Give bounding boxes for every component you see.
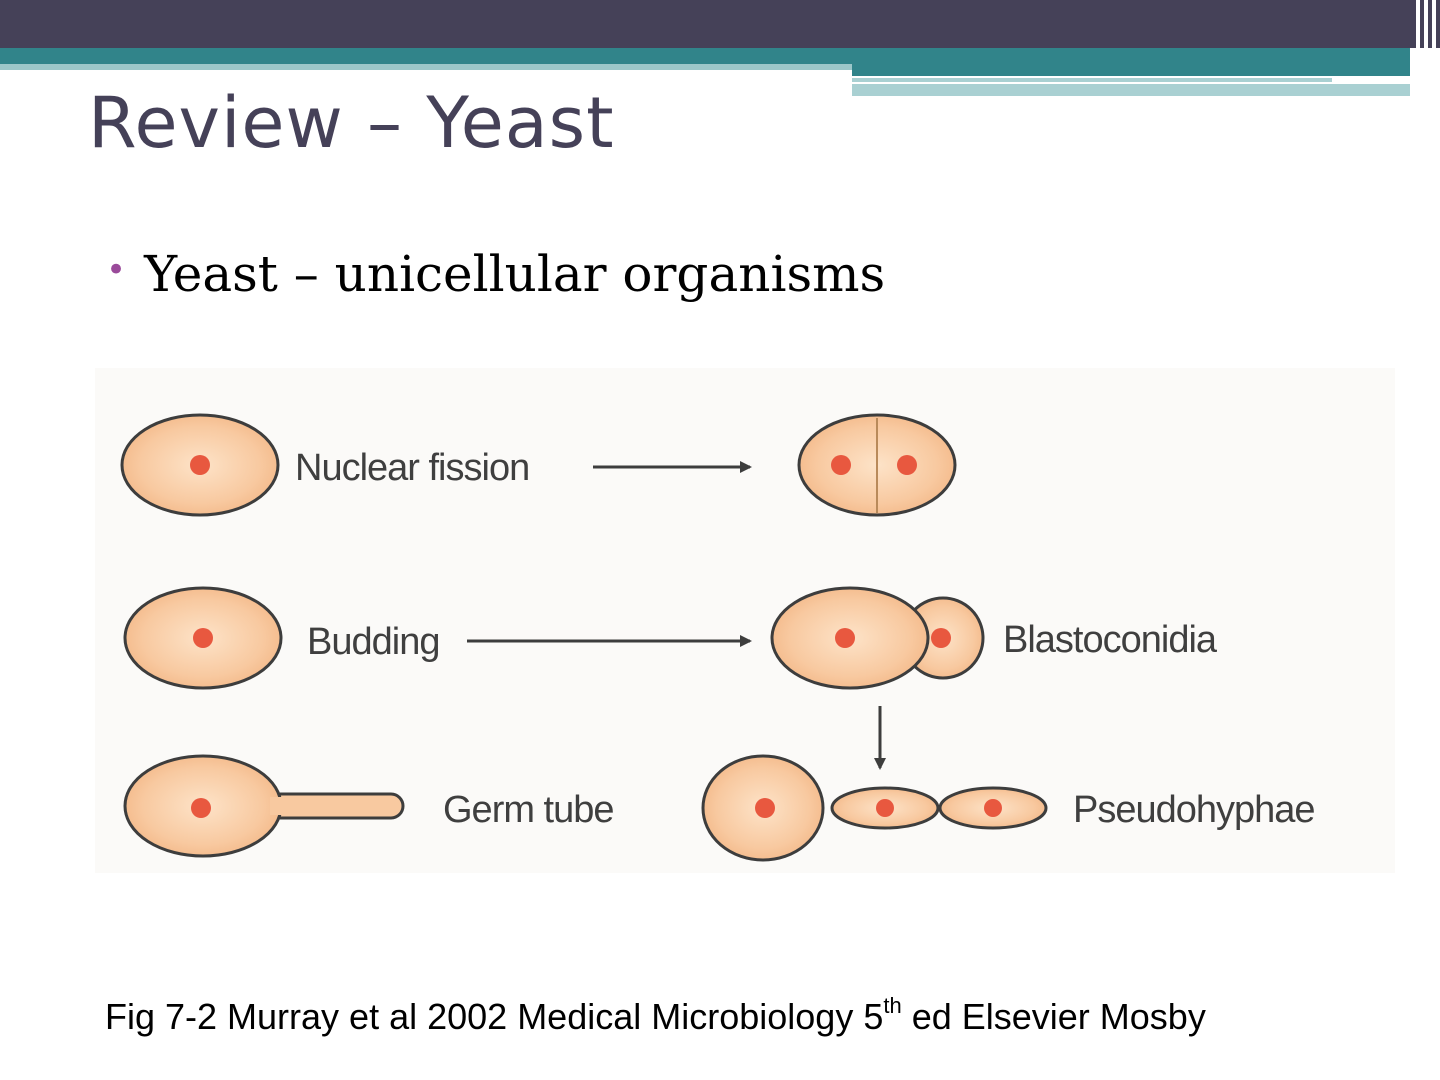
accent-line-right	[852, 78, 1332, 82]
nucleus	[984, 799, 1002, 817]
bullet-dot-icon: •	[106, 250, 127, 290]
nucleus	[897, 455, 917, 475]
germ-tube	[263, 792, 405, 820]
yeast-reproduction-diagram: Nuclear fission Budding Blastoconidia	[95, 368, 1395, 873]
accent-line	[0, 64, 852, 70]
label-pseudohyphae: Pseudohyphae	[1073, 789, 1315, 831]
header-band	[0, 0, 1440, 48]
bullet-text: Yeast – unicellular organisms	[144, 245, 886, 303]
row-budding: Budding Blastoconidia	[123, 586, 1219, 770]
edge-stripe	[1416, 0, 1420, 96]
nucleus	[876, 799, 894, 817]
label-nuclear-fission: Nuclear fission	[295, 447, 529, 489]
accent-band-right-light	[852, 84, 1410, 96]
nucleus	[193, 628, 213, 648]
nucleus	[831, 455, 851, 475]
bullet-item: • Yeast – unicellular organisms	[106, 245, 885, 303]
accent-band	[0, 48, 1410, 64]
caption-superscript: th	[883, 993, 902, 1018]
label-blastoconidia: Blastoconidia	[1003, 619, 1218, 661]
nucleus	[191, 798, 211, 818]
diagram-svg: Nuclear fission Budding Blastoconidia	[120, 413, 1316, 862]
nucleus	[755, 798, 775, 818]
figure-caption: Fig 7-2 Murray et al 2002 Medical Microb…	[105, 993, 1206, 1038]
nucleus	[931, 628, 951, 648]
label-germ-tube: Germ tube	[443, 789, 614, 831]
edge-stripe	[1424, 0, 1428, 96]
label-budding: Budding	[307, 621, 439, 663]
caption-text: Fig 7-2 Murray et al 2002 Medical Microb…	[105, 996, 884, 1037]
edge-stripe	[1432, 0, 1436, 96]
slide-title: Review – Yeast	[88, 82, 615, 164]
accent-band-right	[852, 64, 1410, 76]
nucleus	[190, 455, 210, 475]
nucleus	[835, 628, 855, 648]
row-nuclear-fission: Nuclear fission	[120, 413, 957, 517]
row-germ-tube: Germ tube Pseudohyphae	[123, 754, 1316, 862]
caption-text-end: ed Elsevier Mosby	[901, 996, 1206, 1037]
